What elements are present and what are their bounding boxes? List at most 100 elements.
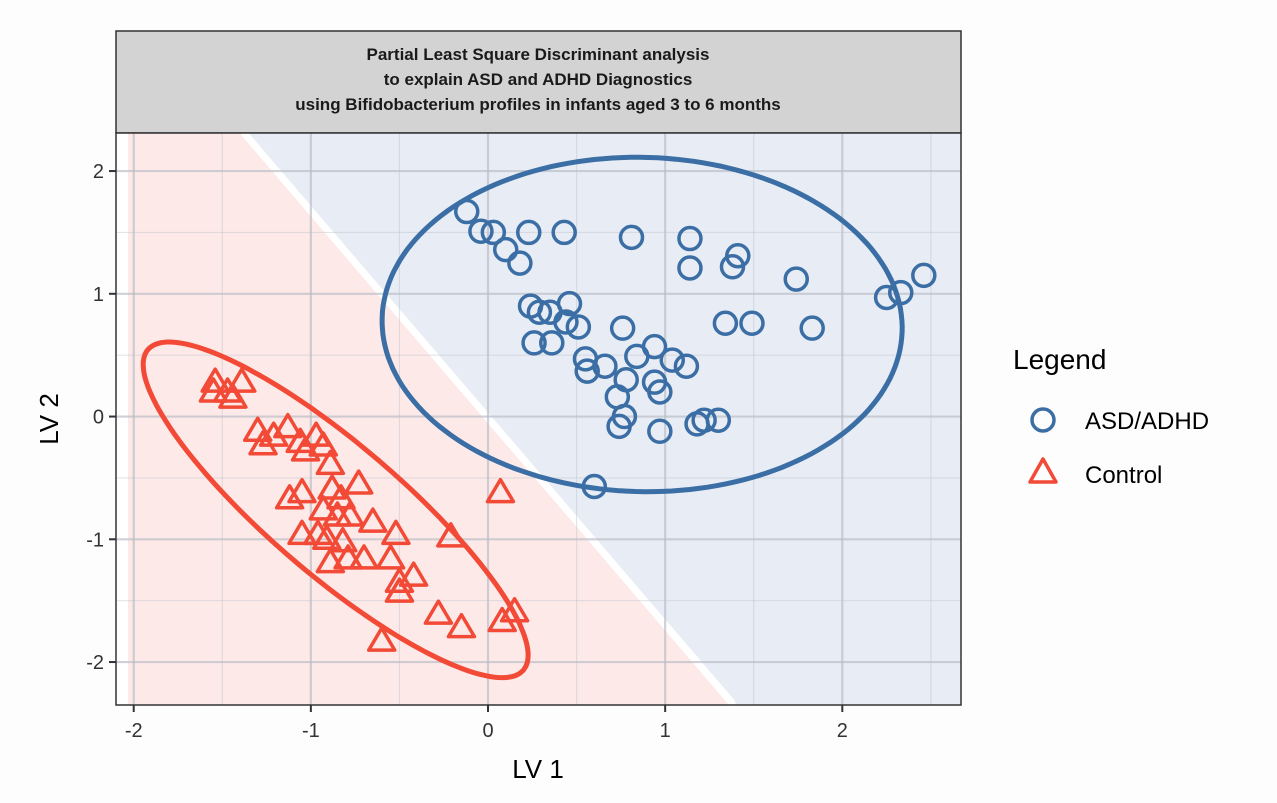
legend-title: Legend xyxy=(1013,344,1106,375)
x-axis: -2 -1 0 1 2 xyxy=(125,705,848,742)
point-asd-adhd xyxy=(739,310,765,337)
point-control xyxy=(423,599,454,625)
point-asd-adhd xyxy=(659,347,685,373)
point-asd-adhd xyxy=(873,284,900,311)
point-asd-adhd xyxy=(719,254,746,280)
point-asd-adhd xyxy=(691,407,717,433)
point-asd-adhd xyxy=(705,407,732,433)
point-asd-adhd xyxy=(888,279,914,306)
point-asd-adhd xyxy=(799,315,825,341)
ellipse-control xyxy=(140,339,531,681)
point-asd-adhd xyxy=(454,198,480,225)
point-asd-adhd xyxy=(516,219,542,246)
point-control xyxy=(315,547,346,574)
point-asd-adhd xyxy=(521,330,547,356)
y-tick-label: -1 xyxy=(86,529,104,551)
legend-label-control: Control xyxy=(1085,462,1162,489)
point-asd-adhd xyxy=(556,290,583,317)
point-asd-adhd xyxy=(647,379,673,405)
confidence-ellipses xyxy=(140,154,905,681)
point-control xyxy=(358,507,388,533)
point-control xyxy=(333,544,363,570)
point-control xyxy=(349,544,379,570)
point-control xyxy=(375,544,406,570)
y-axis: -2 -1 0 1 2 xyxy=(86,161,116,674)
x-tick-label: -1 xyxy=(302,720,320,742)
legend-item-asd-adhd[interactable]: ASD/ADHD xyxy=(1030,407,1209,435)
point-control xyxy=(328,526,358,553)
asd-decision-region xyxy=(248,133,961,705)
point-control xyxy=(274,484,305,510)
point-asd-adhd xyxy=(480,219,507,246)
title-strip: Partial Least Square Discriminant analys… xyxy=(115,30,962,134)
point-asd-adhd xyxy=(574,358,600,384)
point-control xyxy=(248,430,278,456)
point-control xyxy=(218,383,248,409)
ellipse-asd-adhd xyxy=(379,154,905,495)
point-control xyxy=(384,577,415,603)
point-control xyxy=(335,501,365,527)
data-points xyxy=(198,198,937,652)
point-asd-adhd xyxy=(565,314,592,340)
point-control xyxy=(273,412,303,439)
point-control xyxy=(436,522,466,548)
x-tick-label: 2 xyxy=(837,720,848,742)
point-control xyxy=(258,421,289,447)
point-control xyxy=(287,477,317,504)
legend-item-control[interactable]: Control xyxy=(1028,457,1162,489)
point-asd-adhd xyxy=(592,353,618,379)
point-control xyxy=(485,477,516,504)
point-asd-adhd xyxy=(539,330,565,356)
point-asd-adhd xyxy=(911,262,937,289)
point-asd-adhd xyxy=(641,333,668,360)
point-control xyxy=(200,367,230,393)
x-axis-title: LV 1 xyxy=(512,754,564,784)
title-line-3: using Bifidobacterium profiles in infant… xyxy=(295,95,781,114)
x-tick-label: 1 xyxy=(660,720,671,742)
point-control xyxy=(308,431,339,457)
x-tick-label: -2 xyxy=(125,720,143,742)
point-asd-adhd xyxy=(468,218,494,244)
point-control xyxy=(308,495,339,521)
point-asd-adhd xyxy=(618,224,645,251)
point-asd-adhd xyxy=(712,310,739,337)
title-line-2: to explain ASD and ADHD Diagnostics xyxy=(384,70,693,89)
point-control xyxy=(312,524,342,551)
point-control xyxy=(446,612,477,639)
point-asd-adhd xyxy=(581,473,608,500)
legend-circle-icon xyxy=(1030,407,1056,433)
point-control xyxy=(315,449,346,476)
point-control xyxy=(287,519,317,546)
point-asd-adhd xyxy=(526,299,553,325)
point-asd-adhd xyxy=(677,225,703,252)
point-asd-adhd xyxy=(507,250,533,276)
point-asd-adhd xyxy=(606,413,632,440)
point-control xyxy=(227,367,257,393)
point-asd-adhd xyxy=(492,236,519,263)
y-tick-label: 1 xyxy=(93,284,104,306)
point-control xyxy=(343,469,374,495)
title-line-1: Partial Least Square Discriminant analys… xyxy=(367,45,710,64)
legend-label-asd-adhd: ASD/ADHD xyxy=(1085,408,1209,435)
point-asd-adhd xyxy=(553,309,579,335)
point-asd-adhd xyxy=(673,353,700,379)
point-control xyxy=(381,519,411,546)
point-asd-adhd xyxy=(609,315,636,341)
point-asd-adhd xyxy=(677,255,703,281)
y-axis-title: LV 2 xyxy=(34,393,64,445)
title-strip-box xyxy=(115,30,962,134)
point-control xyxy=(499,596,530,623)
point-control xyxy=(398,561,429,587)
point-asd-adhd xyxy=(783,266,810,292)
legend: Legend ASD/ADHD Control xyxy=(1013,344,1209,489)
y-tick-label: 2 xyxy=(93,161,104,183)
point-control xyxy=(384,567,415,594)
y-tick-label: 0 xyxy=(93,407,104,429)
x-tick-label: 0 xyxy=(482,720,493,742)
point-asd-adhd xyxy=(551,219,577,246)
point-asd-adhd xyxy=(647,418,673,445)
y-tick-label: -2 xyxy=(86,652,104,674)
legend-triangle-icon xyxy=(1028,457,1058,484)
point-control xyxy=(366,626,397,652)
